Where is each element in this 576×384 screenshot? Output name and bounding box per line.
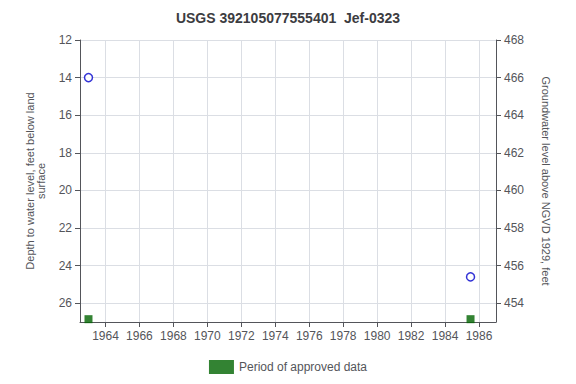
svg-text:1986: 1986: [466, 329, 493, 343]
svg-text:456: 456: [504, 259, 524, 273]
svg-text:Groundwater level above NGVD 1: Groundwater level above NGVD 1929, feet: [540, 76, 552, 285]
svg-text:458: 458: [504, 221, 524, 235]
svg-text:1974: 1974: [262, 329, 289, 343]
svg-text:1972: 1972: [228, 329, 255, 343]
svg-text:14: 14: [59, 71, 73, 85]
svg-text:22: 22: [59, 221, 73, 235]
svg-text:1982: 1982: [398, 329, 425, 343]
svg-text:18: 18: [59, 146, 73, 160]
svg-text:USGS 392105077555401 Jef-0323: USGS 392105077555401 Jef-0323: [176, 10, 400, 26]
svg-text:1964: 1964: [92, 329, 119, 343]
svg-text:1978: 1978: [330, 329, 357, 343]
svg-text:16: 16: [59, 108, 73, 122]
svg-text:12: 12: [59, 33, 73, 47]
svg-text:26: 26: [59, 296, 73, 310]
svg-text:1976: 1976: [296, 329, 323, 343]
svg-text:468: 468: [504, 33, 524, 47]
svg-text:460: 460: [504, 183, 524, 197]
svg-text:20: 20: [59, 183, 73, 197]
svg-text:surface: surface: [35, 163, 47, 199]
svg-text:462: 462: [504, 146, 524, 160]
svg-text:466: 466: [504, 71, 524, 85]
svg-text:454: 454: [504, 296, 524, 310]
svg-text:Depth to water level, feet bel: Depth to water level, feet below land: [23, 92, 36, 270]
svg-text:1966: 1966: [126, 329, 153, 343]
svg-text:1970: 1970: [194, 329, 221, 343]
svg-text:1984: 1984: [432, 329, 459, 343]
svg-text:1980: 1980: [364, 329, 391, 343]
svg-text:Period of approved data: Period of approved data: [239, 360, 367, 374]
svg-text:464: 464: [504, 108, 524, 122]
svg-text:1968: 1968: [160, 329, 187, 343]
svg-text:24: 24: [59, 259, 73, 273]
